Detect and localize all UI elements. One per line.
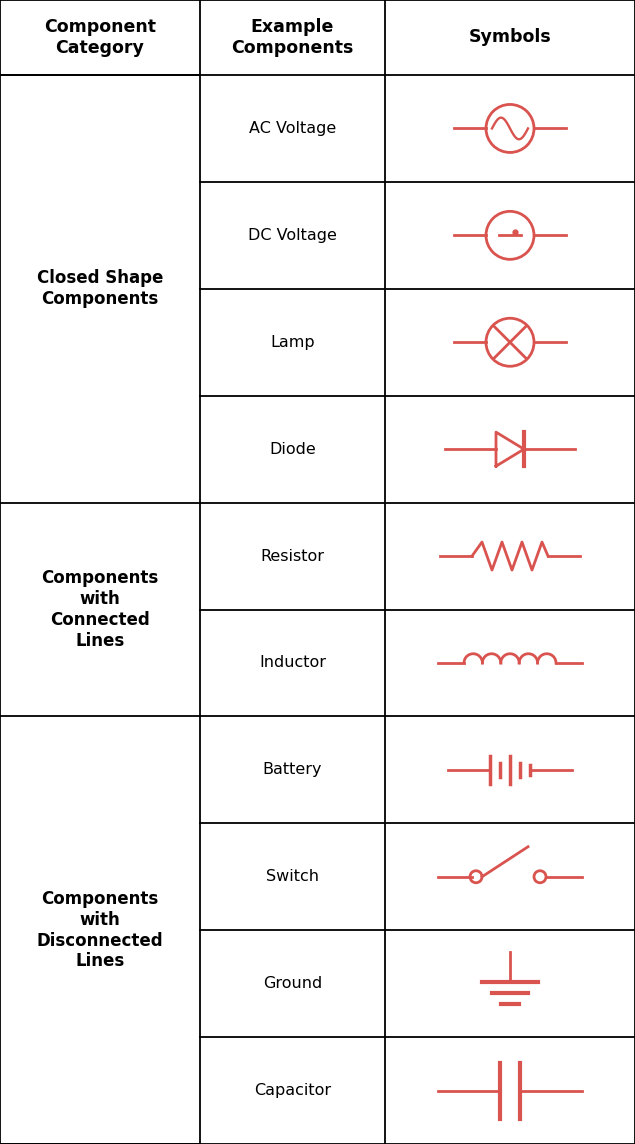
Text: Resistor: Resistor xyxy=(260,549,324,564)
Text: Closed Shape
Components: Closed Shape Components xyxy=(37,269,163,308)
Text: Components
with
Disconnected
Lines: Components with Disconnected Lines xyxy=(37,890,163,970)
Text: Example
Components: Example Components xyxy=(231,18,354,57)
Text: DC Voltage: DC Voltage xyxy=(248,228,337,243)
Text: Component
Category: Component Category xyxy=(44,18,156,57)
Text: Capacitor: Capacitor xyxy=(254,1083,331,1098)
Text: Diode: Diode xyxy=(269,442,316,456)
Text: Ground: Ground xyxy=(263,976,322,991)
Text: AC Voltage: AC Voltage xyxy=(249,121,336,136)
Text: Symbols: Symbols xyxy=(469,29,551,47)
Text: Inductor: Inductor xyxy=(259,656,326,670)
Text: Components
with
Connected
Lines: Components with Connected Lines xyxy=(41,570,159,650)
Text: Battery: Battery xyxy=(263,762,322,778)
Text: Switch: Switch xyxy=(266,869,319,884)
Text: Lamp: Lamp xyxy=(270,335,315,350)
